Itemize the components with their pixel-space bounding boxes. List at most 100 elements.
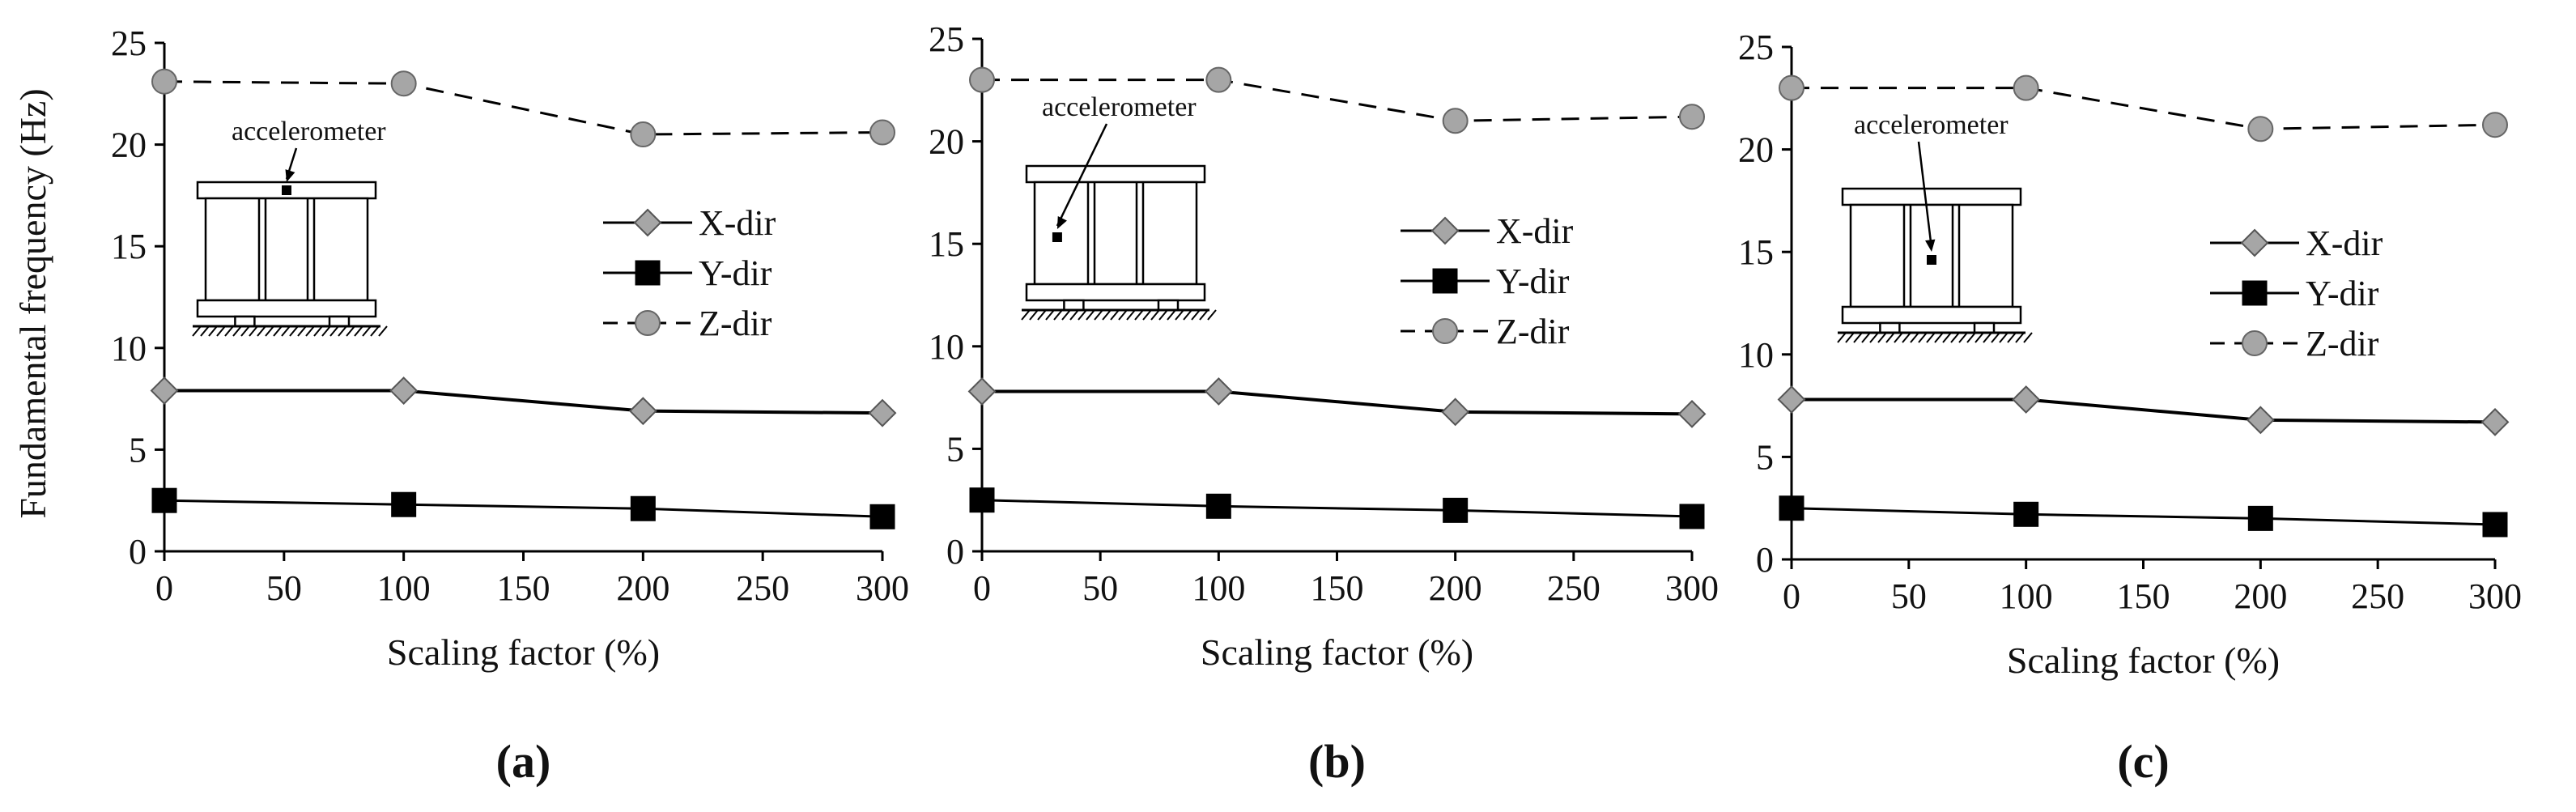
panel-2-sketch-ground-hatch [1991, 332, 2000, 343]
panel-2-sketch-ground-hatch [1885, 332, 1895, 343]
panel-0-sketch-ground-hatch [354, 325, 363, 337]
panel-1-sketch-ground-hatch [1150, 309, 1160, 321]
panel-0-sketch-ground-hatch [305, 325, 315, 337]
panel-1-legend-marker [1432, 268, 1458, 294]
panel-2-series-x-dir-point [2246, 406, 2275, 435]
panel-1-series-z-dir-line [982, 79, 1693, 122]
panel-2-sketch-ground-hatch [1853, 332, 1863, 343]
panel-1-sketch-ground-hatch [1191, 309, 1201, 321]
panel-2-xtick-label: 0 [1783, 576, 1800, 616]
panel-2-ytick-label: 10 [1738, 335, 1774, 375]
panel-2-sketch-ground-hatch [1918, 332, 1928, 343]
panel-2-sketch-ground-hatch [1934, 332, 1944, 343]
panel-0-xtick-label: 0 [155, 568, 173, 608]
panel-1-xtick-label: 50 [1082, 568, 1118, 608]
panel-0-sketch-ground-hatch [313, 325, 323, 337]
panel-0-sketch-ground-hatch [338, 325, 347, 337]
panel-1-sketch-ground-hatch [1053, 309, 1063, 321]
panel-2-series-z-dir-point [2013, 74, 2039, 101]
panel-1-sketch-support [1063, 299, 1085, 312]
panel-2-sketch-support [1973, 321, 1996, 334]
panel-1-sketch-ground-hatch [1021, 309, 1031, 321]
panel-0-ytick-label: 10 [111, 329, 147, 368]
panel-1-sketch-ground-hatch [1086, 309, 1095, 321]
panel-2-sketch-ground-hatch [2023, 332, 2033, 343]
panel-2-x-axis-title: Scaling factor (%) [2007, 640, 2280, 681]
panel-0-sketch-support [234, 315, 256, 328]
panel-2-series-x-dir-point [2480, 407, 2510, 436]
panel-2-xtick-label: 250 [2351, 576, 2404, 616]
panel-1-series-z-dir-point [1679, 104, 1705, 130]
panel-2-accelerometer-arrowhead [1925, 239, 1936, 252]
panel-1-sketch-ground-hatch [1142, 309, 1152, 321]
panel-1-ytick-label: 0 [946, 532, 964, 572]
panel-0-sketch-ground-hatch [216, 325, 226, 337]
panel-0-ytick-label: 0 [129, 532, 147, 572]
panel-2-ytick-label: 5 [1756, 437, 1774, 477]
panel-1-accelerometer-dot [1052, 232, 1062, 242]
panel-1-sketch-ground-hatch [1069, 309, 1079, 321]
panel-2-ytick-label: 15 [1738, 232, 1774, 272]
panel-2-sketch-ground-hatch [1837, 332, 1847, 343]
panel-2-sketch-ground-hatch [1975, 332, 1984, 343]
panel-0-series-y-dir-line [164, 499, 883, 518]
panel-2-sketch-ground-hatch [1861, 332, 1871, 343]
panel-1-sketch-ground-hatch [1167, 309, 1176, 321]
panel-2-series-z-dir-point [2247, 116, 2274, 142]
panel-0-xtick-label: 300 [856, 568, 909, 608]
panel-0-sketch-ground-hatch [208, 325, 218, 337]
panel-0-series-y-dir-point [869, 504, 895, 529]
panel-0-xtick-label: 100 [377, 568, 431, 608]
panel-1-series-z-dir-point [1442, 108, 1469, 134]
panel-2-series-z-dir-point [2482, 112, 2508, 138]
panel-0-series-z-dir-point [151, 68, 177, 95]
panel-0-xtick-label: 50 [266, 568, 302, 608]
panel-0-sketch-ground-hatch [273, 325, 283, 337]
panel-2-sketch-ground-hatch [1983, 332, 1992, 343]
panel-1-xtick-label: 0 [973, 568, 991, 608]
panel-2-sketch-ground-hatch [1926, 332, 1936, 343]
panel-1-sketch-ground-hatch [1158, 309, 1168, 321]
panel-1-series-y-dir-point [1443, 497, 1469, 523]
panel-0-sketch-ground-hatch [362, 325, 372, 337]
panel-2-series-y-dir-point [2482, 512, 2508, 538]
panel-2-sketch-ground-hatch [1999, 332, 2009, 343]
panel-0-series-y-dir-point [391, 491, 417, 517]
panel-1-series-x-dir-point [1677, 399, 1707, 428]
panel-1-xtick-label: 100 [1192, 568, 1245, 608]
panel-0-sketch-ground-hatch [232, 325, 242, 337]
panel-1-legend-label: X-dir [1496, 211, 1574, 251]
panel-2-xtick-label: 150 [2117, 576, 2170, 616]
panel-1-sketch-ground-hatch [1199, 309, 1209, 321]
panel-0-sketch-ground-hatch [224, 325, 234, 337]
panel-0-series-y-dir-point [630, 495, 656, 521]
panel-2-xtick-label: 200 [2234, 576, 2287, 616]
panel-1-xtick-label: 300 [1665, 568, 1719, 608]
panel-2-accelerometer-dot [1927, 255, 1936, 265]
panel-2-legend-marker [2240, 228, 2269, 257]
panel-0-series-x-dir-point [628, 397, 657, 426]
panel-2-legend-label: Y-dir [2306, 274, 2379, 313]
panel-2-sketch-ground-hatch [2015, 332, 2025, 343]
panel-2-xtick-label: 100 [2000, 576, 2053, 616]
panel-2-sketch-support [1879, 321, 1901, 334]
panel-0-sketch-ground-hatch [289, 325, 299, 337]
panel-0-sketch-support [328, 315, 351, 328]
panel-1-series-x-dir-point [1441, 397, 1470, 427]
panel-2-ytick-label: 0 [1756, 540, 1774, 580]
panel-1-series-x-dir-line [982, 389, 1693, 416]
panel-0-legend-marker [635, 260, 661, 286]
panel-1-sketch-ground-hatch [1175, 309, 1184, 321]
panel-2-sketch-ground-hatch [1958, 332, 1968, 343]
panel-1-series-z-dir-point [969, 66, 995, 93]
panel-2-sketch-ground-hatch [1845, 332, 1855, 343]
panel-2-series-y-dir-point [2013, 501, 2039, 527]
panel-1-sketch-ground-hatch [1045, 309, 1055, 321]
panel-2-accelerometer-arrow [1917, 141, 1933, 249]
panel-2-sketch-top-beam [1841, 187, 2022, 206]
panel-0-series-x-dir-line [164, 389, 883, 415]
panel-2-sketch-ground-hatch [1869, 332, 1879, 343]
panel-0-sketch-ground-hatch [257, 325, 266, 337]
panel-1-structure-sketch [1021, 164, 1217, 321]
panel-2-series-z-dir-point [1779, 74, 1804, 101]
